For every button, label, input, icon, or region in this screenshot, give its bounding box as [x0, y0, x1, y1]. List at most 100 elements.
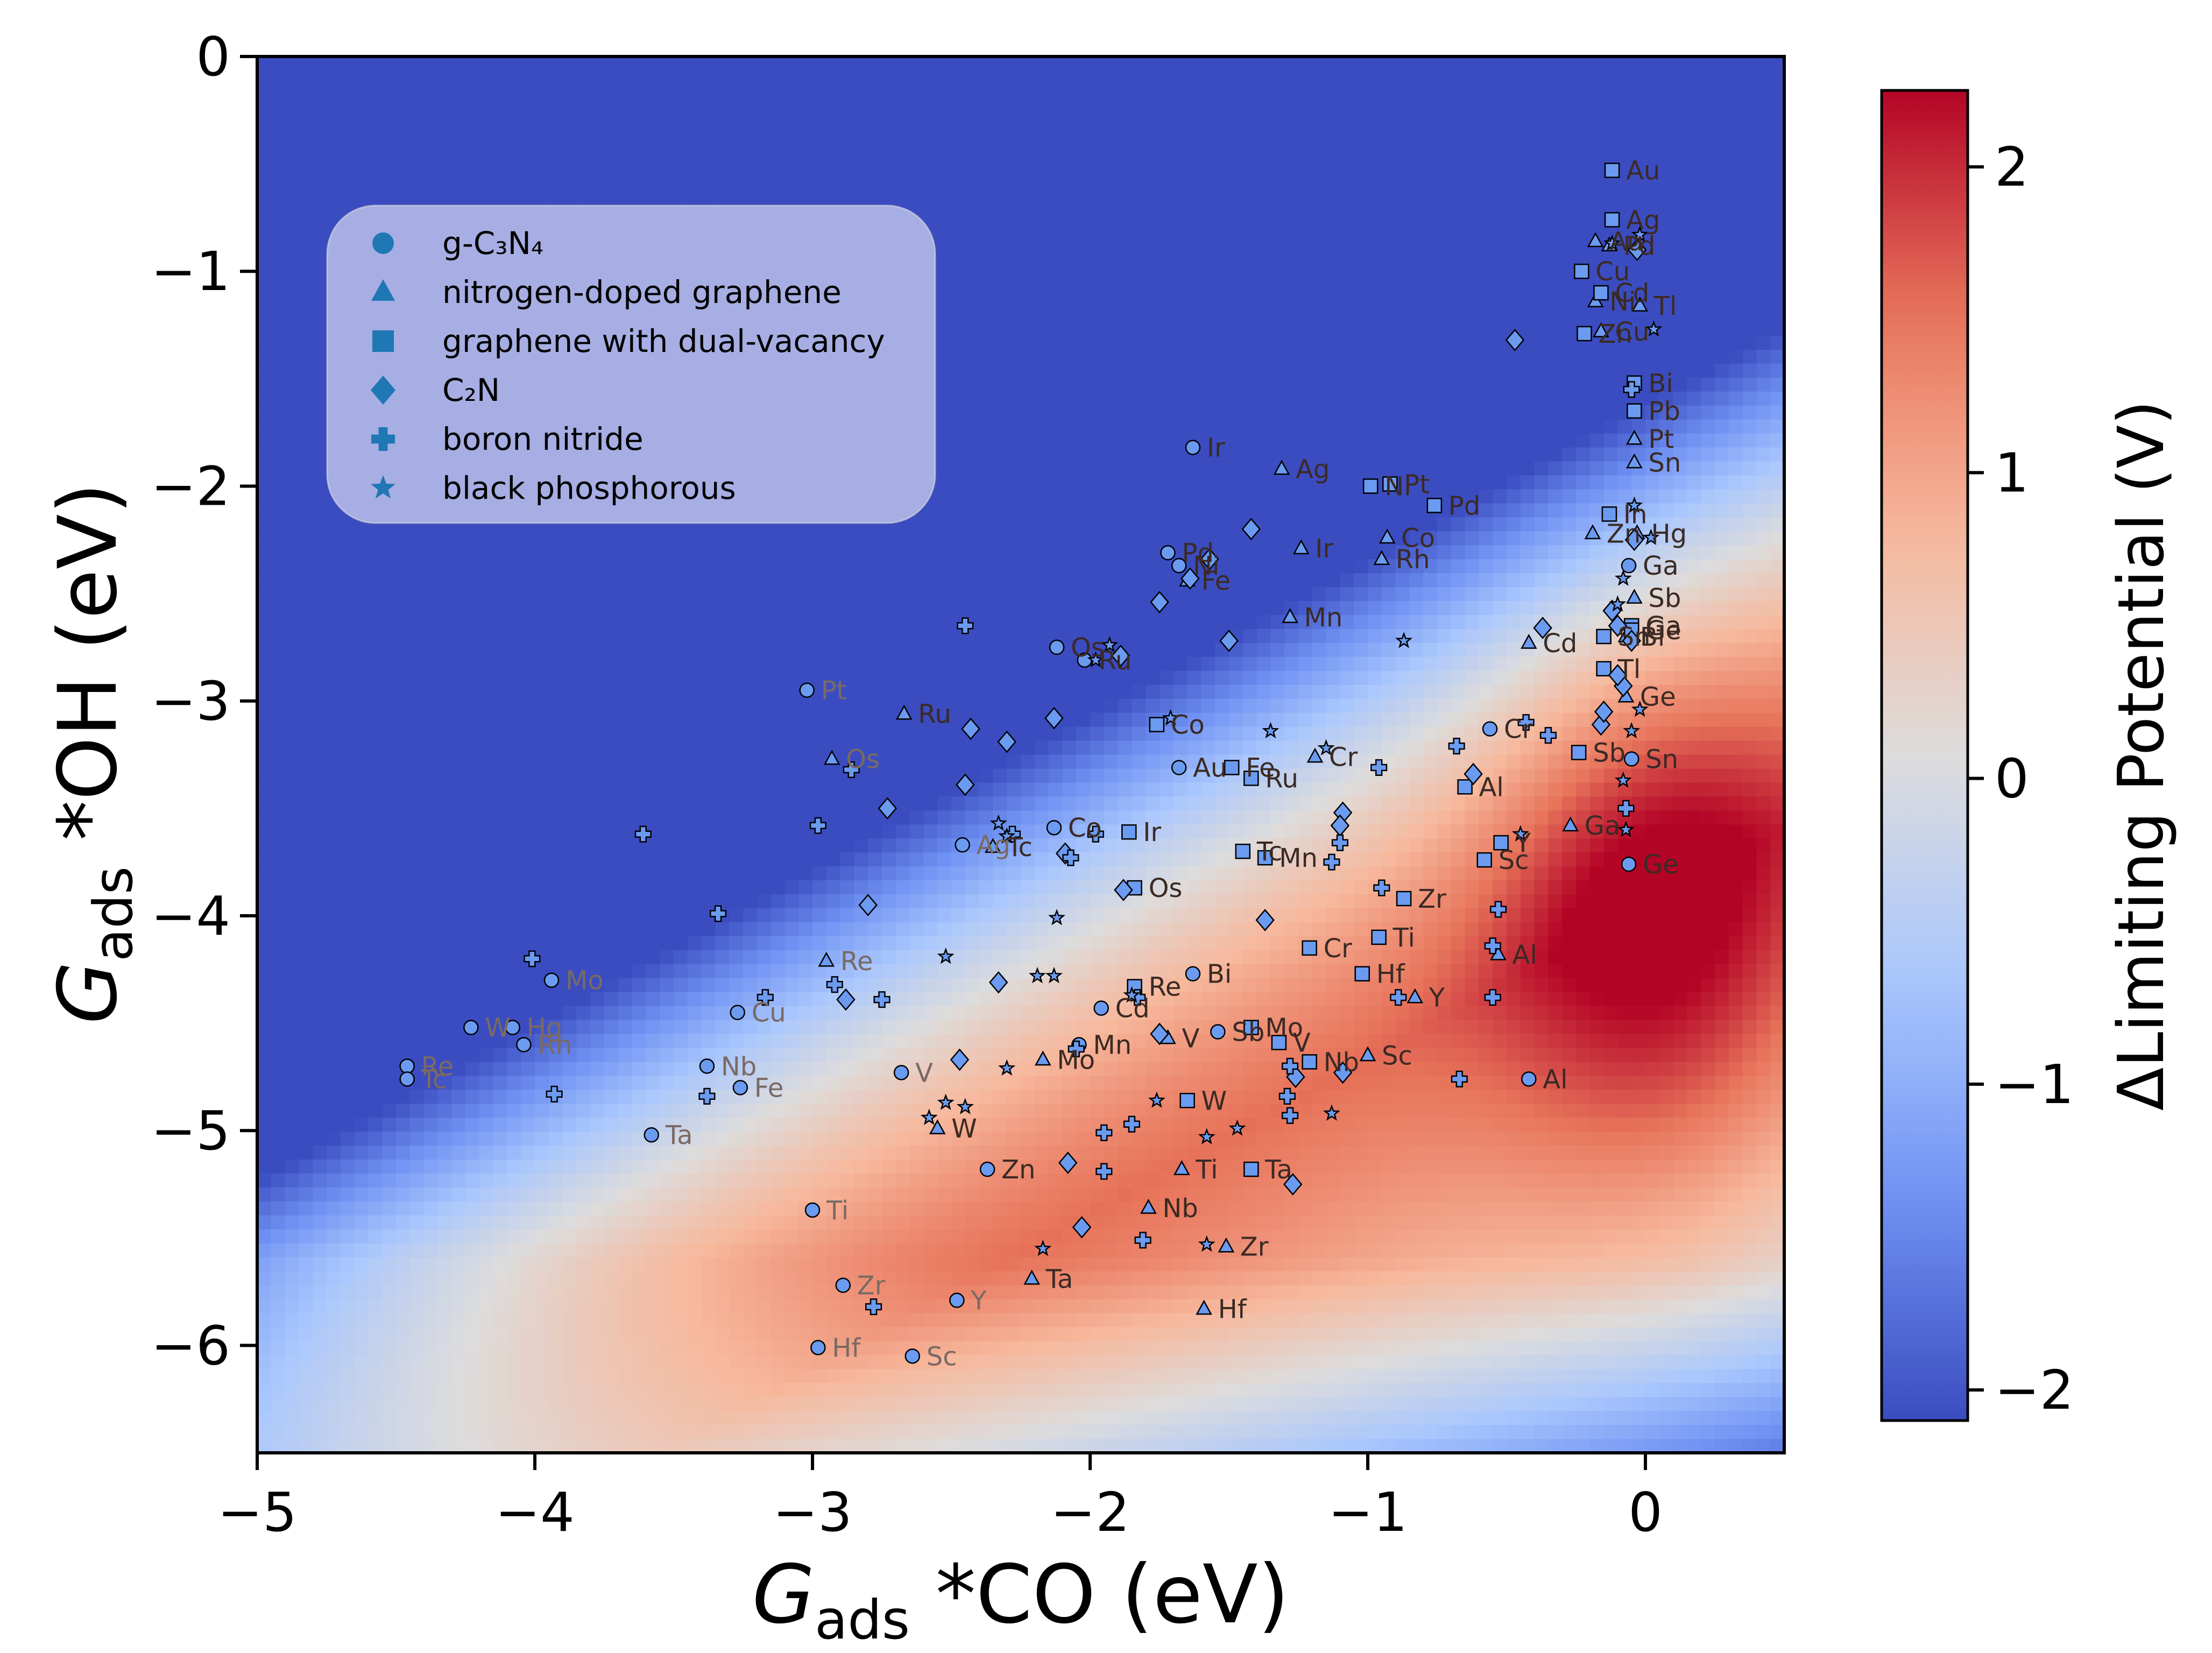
heatmap-cell	[715, 866, 730, 881]
heatmap-cell	[313, 98, 327, 113]
heatmap-cell	[368, 1257, 383, 1272]
heatmap-cell	[327, 1383, 341, 1398]
heatmap-cell	[285, 950, 300, 965]
heatmap-cell	[493, 1299, 508, 1314]
heatmap-cell	[576, 740, 591, 755]
heatmap-cell	[465, 1313, 480, 1328]
heatmap-cell	[409, 1271, 425, 1286]
heatmap-cell	[618, 670, 633, 686]
heatmap-cell	[299, 1411, 314, 1426]
heatmap-cell	[576, 615, 591, 630]
heatmap-cell	[937, 601, 952, 616]
heatmap-cell	[840, 1243, 855, 1258]
heatmap-cell	[590, 1355, 605, 1370]
heatmap-cell	[451, 1076, 466, 1091]
heatmap-cell	[771, 629, 786, 644]
heatmap-cell	[548, 740, 563, 755]
heatmap-cell	[548, 1439, 563, 1453]
heatmap-cell	[479, 615, 494, 630]
heatmap-cell	[409, 1201, 425, 1216]
heatmap-cell	[840, 601, 855, 616]
heatmap-cell	[437, 168, 453, 183]
heatmap-cell	[576, 698, 591, 714]
heatmap-cell	[854, 1146, 869, 1160]
heatmap-cell	[687, 1299, 702, 1314]
heatmap-cell	[785, 1160, 800, 1174]
heatmap-cell	[632, 852, 647, 867]
heatmap-cell	[812, 1271, 827, 1286]
heatmap-cell	[535, 796, 549, 811]
heatmap-cell	[674, 656, 688, 672]
heatmap-cell	[674, 1104, 688, 1119]
heatmap-cell	[257, 810, 272, 825]
heatmap-cell	[493, 601, 508, 616]
heatmap-cell	[299, 936, 314, 951]
heatmap-cell	[937, 447, 952, 462]
heatmap-cell	[313, 322, 327, 336]
heatmap-cell	[437, 922, 453, 937]
heatmap-cell	[687, 84, 702, 99]
heatmap-cell	[285, 1425, 300, 1439]
heatmap-cell	[313, 880, 327, 895]
heatmap-cell	[437, 740, 453, 755]
heatmap-cell	[479, 601, 494, 616]
heatmap-cell	[729, 754, 744, 769]
heatmap-cell	[257, 1104, 272, 1119]
heatmap-cell	[646, 698, 661, 714]
heatmap-cell	[729, 992, 744, 1007]
heatmap-cell	[535, 84, 549, 99]
heatmap-cell	[923, 1229, 938, 1244]
heatmap-cell	[632, 1076, 647, 1091]
heatmap-cell	[715, 978, 730, 993]
heatmap-cell	[576, 754, 591, 769]
heatmap-cell	[535, 1369, 549, 1384]
heatmap-cell	[604, 782, 619, 797]
heatmap-cell	[604, 154, 619, 169]
heatmap-cell	[660, 1425, 674, 1439]
heatmap-cell	[548, 587, 563, 602]
heatmap-cell	[771, 978, 786, 993]
heatmap-cell	[354, 880, 369, 895]
heatmap-cell	[771, 866, 786, 881]
heatmap-cell	[451, 656, 466, 672]
heatmap-cell	[882, 1132, 896, 1146]
heatmap-cell	[785, 1118, 800, 1133]
heatmap-cell	[590, 154, 605, 169]
heatmap-cell	[909, 154, 924, 169]
heatmap-cell	[451, 1327, 466, 1342]
heatmap-cell	[299, 336, 314, 350]
heatmap-cell	[521, 1229, 535, 1244]
heatmap-cell	[743, 880, 758, 895]
heatmap-cell	[437, 182, 453, 197]
heatmap-cell	[785, 1285, 800, 1300]
heatmap-cell	[257, 336, 272, 350]
heatmap-cell	[701, 168, 716, 183]
heatmap-cell	[285, 740, 300, 755]
heatmap-cell	[354, 112, 369, 127]
heatmap-cell	[257, 698, 272, 714]
heatmap-cell	[812, 992, 827, 1007]
heatmap-cell	[632, 601, 647, 616]
heatmap-cell	[437, 1146, 453, 1160]
heatmap-cell	[327, 1299, 341, 1314]
heatmap-cell	[271, 1160, 286, 1174]
heatmap-cell	[285, 670, 300, 686]
heatmap-cell	[729, 1257, 744, 1272]
heatmap-cell	[562, 936, 577, 951]
heatmap-cell	[757, 936, 772, 951]
heatmap-cell	[340, 1020, 355, 1035]
heatmap-cell	[548, 670, 563, 686]
heatmap-cell	[562, 894, 577, 909]
heatmap-cell	[409, 629, 425, 644]
heatmap-cell	[313, 964, 327, 979]
heatmap-cell	[479, 894, 494, 909]
heatmap-cell	[632, 168, 647, 183]
heatmap-cell	[882, 1187, 896, 1202]
heatmap-cell	[882, 70, 896, 85]
heatmap-cell	[423, 1090, 439, 1105]
heatmap-cell	[743, 1174, 758, 1188]
heatmap-cell	[576, 670, 591, 686]
heatmap-cell	[327, 1425, 341, 1439]
heatmap-cell	[479, 1327, 494, 1342]
heatmap-cell	[479, 768, 494, 783]
